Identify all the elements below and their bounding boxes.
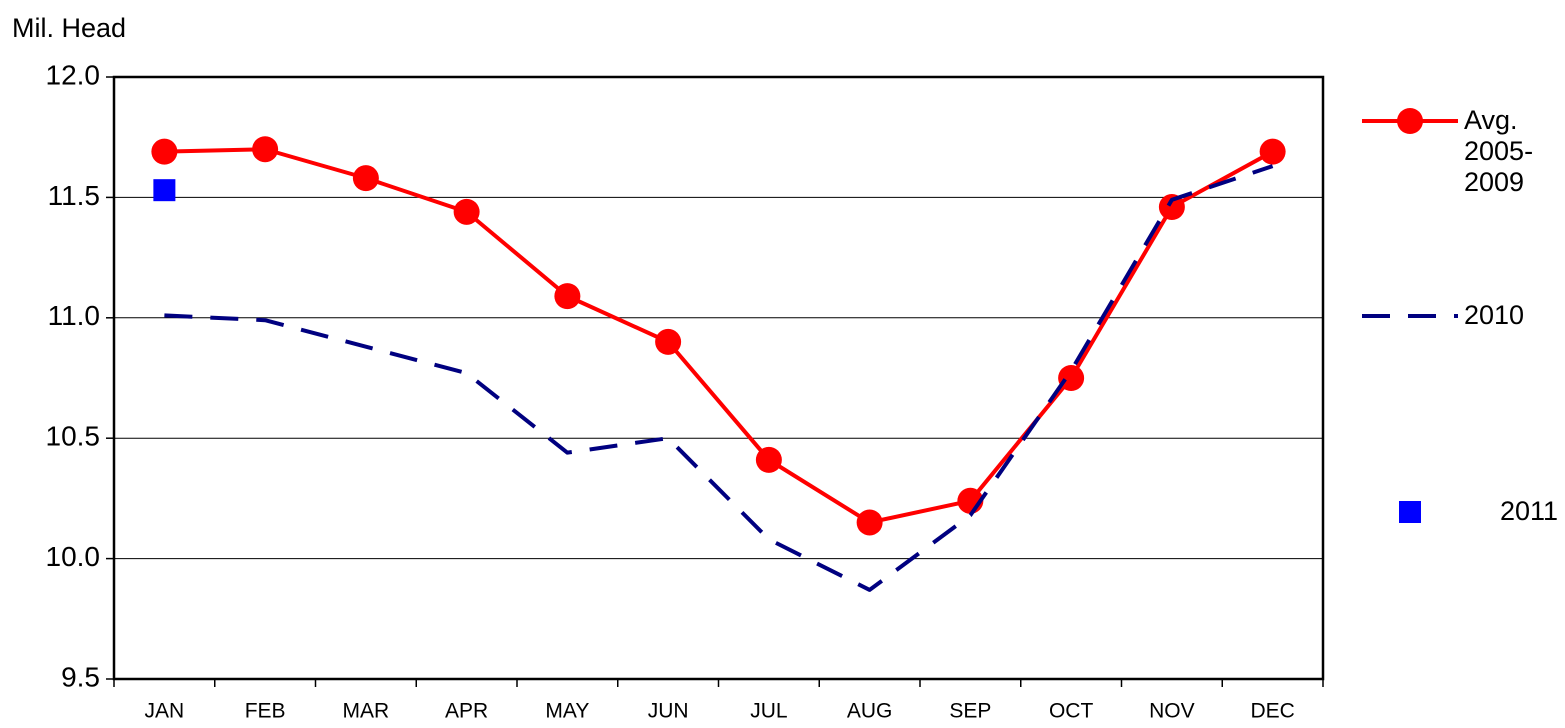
legend-label: 2011 xyxy=(1500,496,1559,526)
point xyxy=(1058,365,1085,391)
y-tick-label: 12.0 xyxy=(46,59,101,90)
point xyxy=(153,179,176,202)
plot-frame xyxy=(112,75,1325,681)
y-tick-label: 10.5 xyxy=(46,421,101,452)
x-tick-label: SEP xyxy=(949,700,991,723)
y-tick-label: 10.0 xyxy=(46,541,101,572)
point xyxy=(252,136,279,163)
x-tick-label: APR xyxy=(445,700,488,723)
x-tick-label: JAN xyxy=(145,700,185,723)
x-tick-label: DEC xyxy=(1250,700,1294,723)
x-tick-label: OCT xyxy=(1049,700,1094,723)
point xyxy=(151,138,178,165)
y-tick-label: 11.5 xyxy=(48,180,100,211)
point xyxy=(1158,194,1185,221)
point xyxy=(655,328,682,355)
point xyxy=(453,198,480,225)
point xyxy=(1259,138,1286,165)
legend-marker xyxy=(1397,108,1423,134)
legend-label: Avg. 2005-2009 xyxy=(1464,105,1534,197)
y-tick-label: 9.5 xyxy=(61,661,100,692)
point xyxy=(554,283,581,310)
y-tick-label: 11.0 xyxy=(48,300,100,331)
x-tick-label: JUL xyxy=(750,700,787,723)
y-axis-title: Mil. Head xyxy=(12,13,126,43)
x-tick-label: AUG xyxy=(847,700,893,723)
legend-label: 2010 xyxy=(1464,300,1525,330)
x-tick-label: JUN xyxy=(648,700,689,723)
series-line xyxy=(164,147,1274,525)
x-tick-label: FEB xyxy=(245,700,286,723)
point xyxy=(352,165,379,192)
series-line xyxy=(164,164,1274,592)
legend-marker xyxy=(1399,501,1421,523)
x-tick-label: MAR xyxy=(343,700,390,723)
x-tick-label: MAY xyxy=(545,700,589,723)
x-tick-label: NOV xyxy=(1149,700,1195,723)
point xyxy=(755,446,782,473)
point xyxy=(856,509,883,536)
